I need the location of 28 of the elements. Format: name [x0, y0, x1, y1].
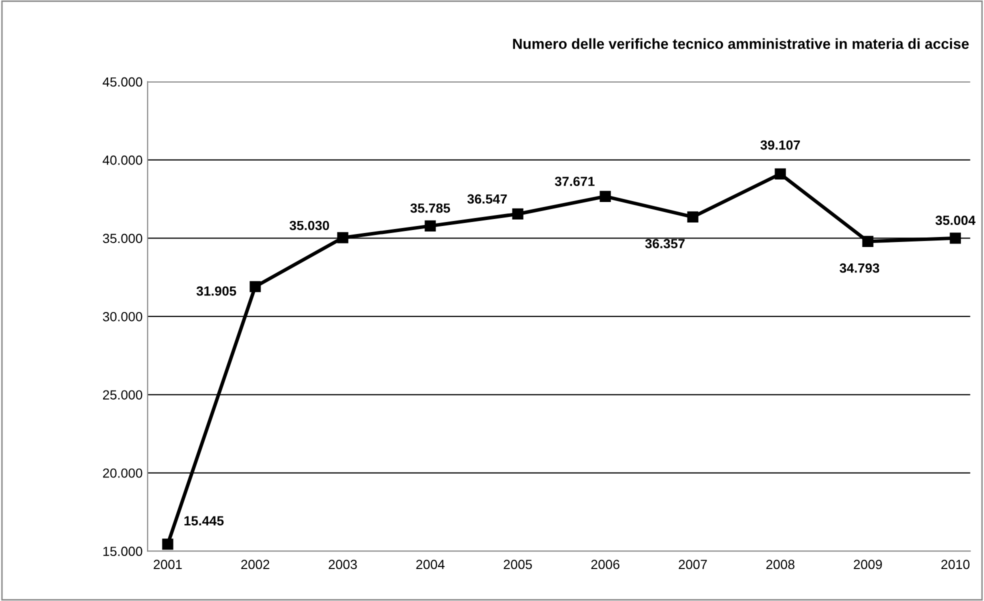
- y-tick-label: 45.000: [102, 77, 142, 87]
- data-label: 39.107: [760, 140, 800, 150]
- data-label: 35.785: [410, 203, 450, 213]
- data-label: 31.905: [196, 286, 236, 296]
- data-label: 34.793: [840, 263, 880, 273]
- x-tick-label: 2005: [504, 560, 532, 570]
- y-tick-label: 35.000: [102, 234, 142, 244]
- data-label: 36.357: [645, 238, 685, 248]
- data-label: 37.671: [554, 176, 595, 186]
- data-label: 36.547: [467, 194, 507, 204]
- y-tick-label: 30.000: [102, 312, 142, 322]
- x-tick-label: 2009: [854, 560, 882, 570]
- y-tick-label: 15.000: [103, 546, 142, 556]
- x-tick-label: 2008: [766, 560, 794, 570]
- x-tick-label: 2001: [154, 560, 182, 570]
- y-tick-label: 20.000: [103, 468, 142, 478]
- x-tick-label: 2004: [416, 560, 445, 570]
- data-label: 35.004: [935, 216, 976, 226]
- x-tick-label: 2007: [678, 560, 707, 570]
- y-tick-label: 40.000: [102, 156, 142, 165]
- x-tick-label: 2010: [941, 560, 970, 570]
- data-label: 35.030: [290, 220, 330, 230]
- x-tick-label: 2006: [591, 560, 620, 570]
- x-tick-label: 2002: [241, 560, 270, 570]
- y-tick-label: 25.000: [103, 390, 142, 400]
- data-label: 15.445: [184, 516, 224, 526]
- x-tick-label: 2003: [328, 560, 357, 570]
- chart-title: Numero delle verifiche tecnico amministrative in materia di accise: [513, 38, 969, 49]
